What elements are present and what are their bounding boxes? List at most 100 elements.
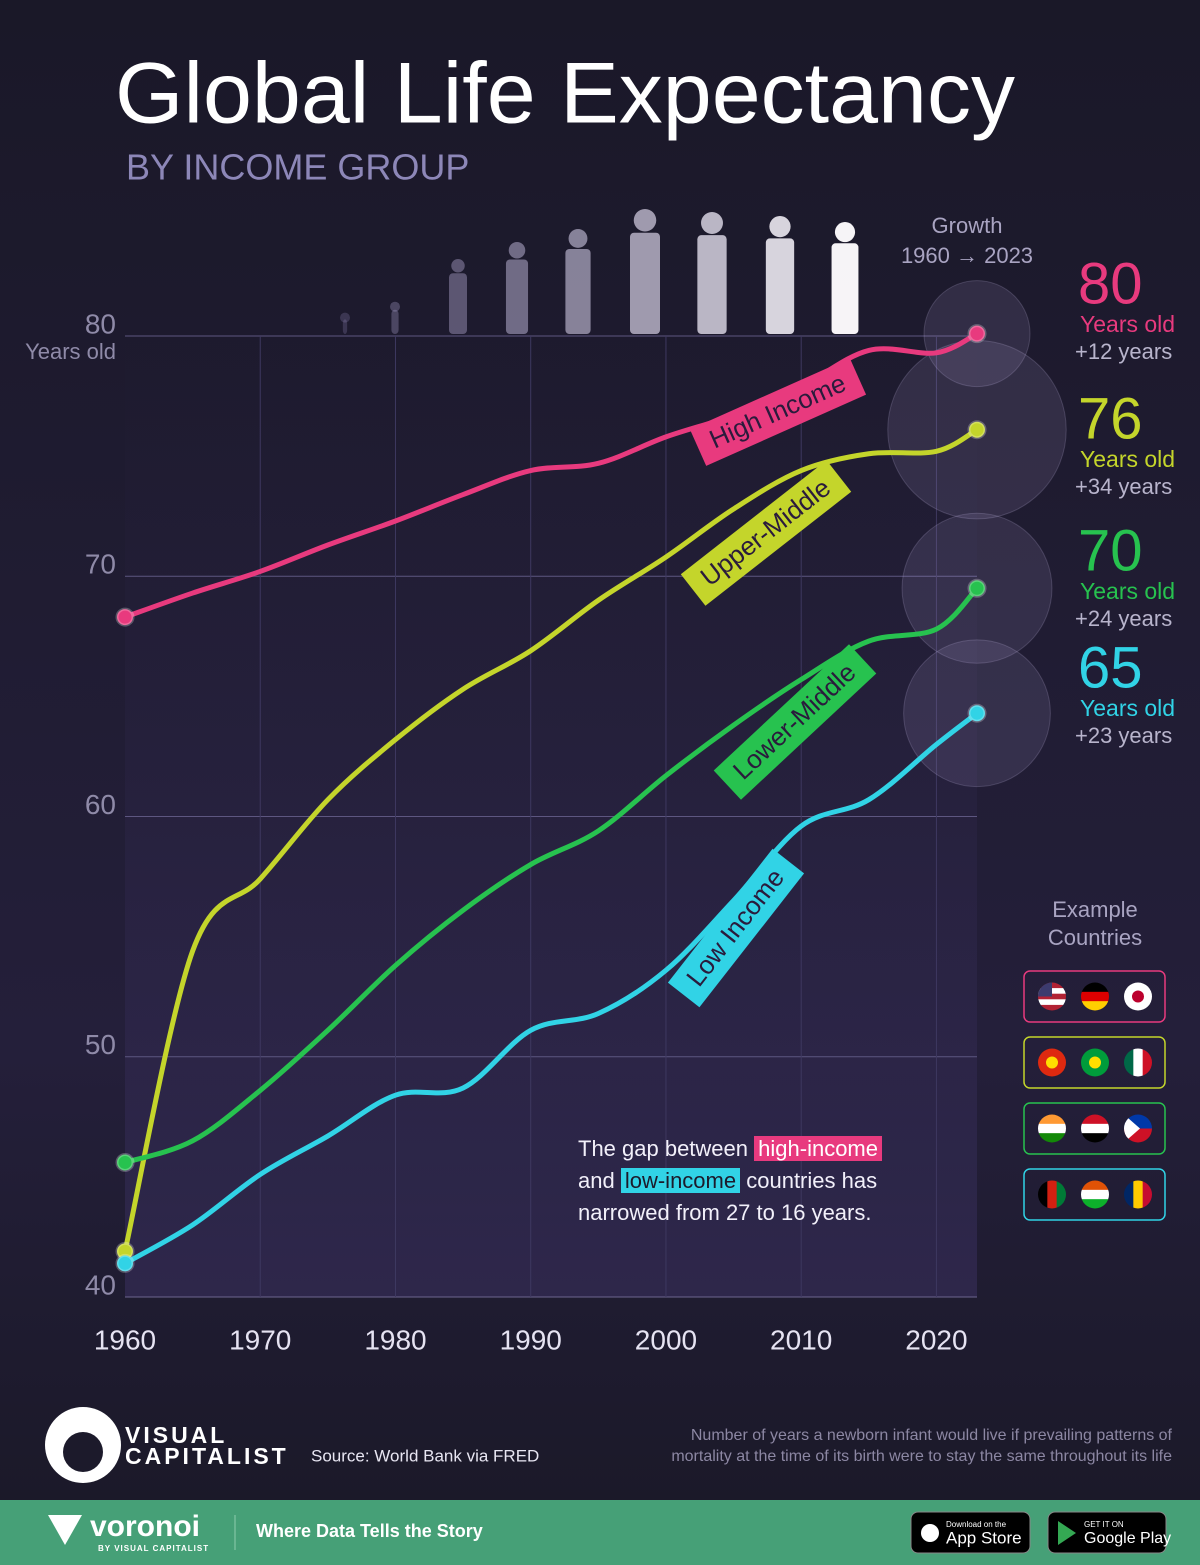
silhouette (765, 216, 795, 334)
annotation-text: countries has narrowed from 27 to 16 yea… (578, 1168, 878, 1225)
country-row (1023, 1168, 1166, 1221)
flag-stripe (1038, 1123, 1066, 1134)
play-icon (1058, 1521, 1076, 1545)
annotation: The gap between high-income and low-inco… (578, 1133, 908, 1229)
flag-stripe (1142, 1048, 1152, 1077)
flag (1038, 1114, 1066, 1143)
flag-stripe (1081, 1123, 1109, 1134)
silhouette-head (390, 301, 400, 312)
silhouette-head (451, 259, 465, 273)
app-store-button[interactable] (910, 1511, 1031, 1554)
silhouette-body (391, 309, 399, 334)
flag-stripe (1124, 1048, 1134, 1077)
flag-triangle (1124, 1114, 1140, 1143)
voronoi-logo (48, 1515, 82, 1545)
apple-icon (921, 1524, 939, 1542)
x-tick-label: 1960 (94, 1324, 156, 1355)
end-value-label: 76 (1078, 386, 1143, 451)
silhouette-head (769, 216, 791, 238)
annotation-text: and (578, 1168, 615, 1193)
silhouette (831, 222, 859, 334)
flag (1038, 1048, 1066, 1077)
examples-title: Example (1052, 897, 1138, 922)
growth-title: Growth (932, 213, 1003, 238)
chart-title: Global Life Expectancy (115, 46, 1015, 142)
x-tick-label: 1990 (500, 1324, 562, 1355)
y-tick-label: 60 (85, 789, 116, 820)
flag (1081, 1114, 1109, 1143)
growth-period: 1960 → 2023 (901, 243, 1033, 268)
y-tick-label: 40 (85, 1269, 116, 1300)
growth-label: +24 years (1075, 606, 1172, 631)
series-label-box (713, 644, 877, 800)
silhouette-body (505, 259, 529, 334)
chart-subtitle: BY INCOME GROUP (126, 147, 469, 188)
flag (1124, 1048, 1152, 1077)
flag-emblem (1046, 1056, 1058, 1069)
flag-stripe (1081, 1133, 1109, 1143)
definition-note: Number of years a newborn infant would l… (691, 1427, 1173, 1444)
flag-stripe (1081, 1114, 1109, 1125)
flag-stripe (1133, 1048, 1144, 1077)
silhouette-head (568, 229, 588, 248)
end-dot (115, 1152, 135, 1172)
flag-stripe (1038, 999, 1066, 1006)
flag (1081, 1048, 1109, 1077)
definition-note: mortality at the time of its birth were … (671, 1448, 1172, 1465)
x-tick-label: 1970 (229, 1324, 291, 1355)
end-unit-label: Years old (1080, 695, 1175, 721)
silhouette (390, 301, 400, 334)
end-value-label: 65 (1078, 635, 1143, 700)
flag-stripe (1038, 1114, 1066, 1125)
flag (1038, 1180, 1066, 1209)
silhouette-body (765, 238, 795, 334)
tagline: Where Data Tells the Story (256, 1521, 483, 1541)
silhouette-head (834, 222, 856, 243)
google-play-button[interactable] (1047, 1511, 1167, 1554)
series-label-box (680, 460, 852, 606)
silhouette-head (340, 312, 350, 323)
y-tick-label: 80 (85, 308, 116, 339)
end-dot (115, 1253, 135, 1273)
vc-brand: CAPITALIST (125, 1443, 289, 1469)
silhouette-head (701, 212, 723, 234)
vc-logo (63, 1432, 103, 1472)
annotation-text: The gap between (578, 1136, 749, 1161)
flag-stripe (1081, 982, 1109, 993)
flag-stripe (1056, 1180, 1066, 1209)
flag (1124, 1180, 1152, 1209)
flag-stripe (1038, 1133, 1066, 1143)
voronoi-brand: voronoi (90, 1510, 200, 1543)
silhouette-body (831, 243, 859, 334)
x-tick-label: 2020 (905, 1324, 967, 1355)
silhouette (630, 209, 660, 334)
flag-emblem (1132, 990, 1144, 1003)
flag-stripe (1081, 1199, 1109, 1209)
flag-stripe (1142, 1180, 1152, 1209)
y-tick-label: 70 (85, 549, 116, 580)
x-tick-label: 2000 (635, 1324, 697, 1355)
silhouette-head (508, 242, 526, 259)
end-dot (967, 420, 987, 440)
flag (1081, 982, 1109, 1011)
app-store-label: App Store (946, 1528, 1022, 1547)
end-unit-label: Years old (1080, 311, 1175, 337)
voronoi-sub: BY VISUAL CAPITALIST (98, 1544, 209, 1553)
end-unit-label: Years old (1080, 578, 1175, 604)
end-unit-label: Years old (1080, 446, 1175, 472)
end-value-label: 80 (1078, 251, 1143, 316)
flag-stripe (1038, 993, 1066, 1000)
series-line (122, 427, 980, 1254)
y-tick-label: 50 (85, 1029, 116, 1060)
flag-stripe (1081, 1180, 1109, 1191)
google-play-label: Google Play (1084, 1530, 1171, 1547)
series-label-box (667, 848, 805, 1008)
growth-label: +34 years (1075, 474, 1172, 499)
end-dot (967, 578, 987, 598)
flag-stripe (1038, 1180, 1048, 1209)
silhouette-body (449, 273, 467, 334)
examples-title: Countries (1048, 925, 1142, 950)
country-row (1023, 970, 1166, 1023)
silhouette-body (697, 235, 727, 334)
